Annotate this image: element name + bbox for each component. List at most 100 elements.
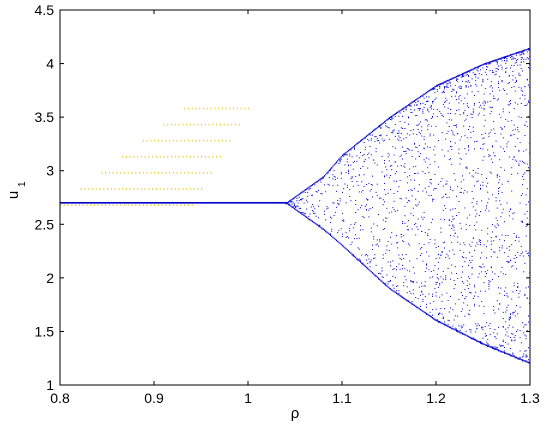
orbit-point [331,166,333,169]
orbit-point [422,310,424,313]
orbit-point [363,141,365,143]
orbit-point [375,128,377,130]
orbit-point [422,260,424,262]
orbit-point [456,215,457,217]
orbit-point [406,229,408,231]
orbit-point [466,191,468,193]
orbit-point [381,270,383,272]
highlight-dot [114,187,116,190]
orbit-point [523,61,525,63]
orbit-point [382,276,384,278]
orbit-point [360,151,361,153]
orbit-point [516,356,517,359]
orbit-point [350,147,352,150]
orbit-point [505,352,507,354]
orbit-point [486,62,487,64]
highlight-dot [225,107,227,110]
orbit-point [314,213,316,215]
orbit-point [466,114,468,116]
orbit-point [464,261,466,263]
orbit-point [391,169,393,171]
orbit-point [423,147,425,149]
orbit-point [528,315,529,317]
orbit-point [519,64,521,66]
orbit-point [421,216,423,218]
orbit-point [418,243,420,245]
orbit-point [483,64,485,66]
highlight-dot [154,139,156,142]
y-tick-label: 4 [46,56,54,72]
orbit-point [428,255,430,257]
orbit-point [408,148,409,150]
orbit-point [332,165,334,168]
highlight-dot [221,139,223,142]
orbit-point [480,64,481,67]
orbit-point [510,337,511,339]
orbit-point [475,172,477,174]
orbit-point [487,101,489,103]
orbit-point [495,197,497,199]
orbit-point [381,280,383,283]
highlight-dot [204,123,206,126]
orbit-point [415,204,417,206]
orbit-point [420,294,421,296]
orbit-point [405,153,407,155]
orbit-point [500,64,502,66]
orbit-point [476,181,478,183]
orbit-point [352,255,354,257]
orbit-point [302,211,304,213]
orbit-point [366,259,367,261]
orbit-point [400,233,402,235]
orbit-point [513,156,515,158]
orbit-point [493,305,495,307]
orbit-point [498,287,499,289]
orbit-point [357,258,359,261]
orbit-point [528,359,529,361]
orbit-point [519,255,521,257]
orbit-point [423,136,425,138]
orbit-point [483,137,485,139]
orbit-point [438,286,439,288]
orbit-point [358,258,360,260]
orbit-point [397,293,399,295]
orbit-point [448,81,450,83]
orbit-point [463,179,465,181]
orbit-point [426,251,427,253]
orbit-point [382,204,384,206]
orbit-point [415,115,417,117]
highlight-dot [144,155,146,158]
highlight-dot [214,139,216,142]
orbit-point [466,70,468,72]
orbit-point [492,161,493,163]
orbit-point [452,77,454,79]
orbit-point [319,224,321,226]
orbit-point [466,167,468,169]
orbit-point [490,266,492,268]
orbit-point [460,136,462,138]
orbit-point [411,301,413,303]
orbit-point [391,132,393,134]
orbit-point [360,167,361,169]
orbit-point [428,158,430,160]
orbit-point [481,342,483,344]
orbit-point [498,187,499,189]
orbit-point [496,333,498,335]
orbit-point [426,96,427,98]
highlight-dot [199,139,201,142]
highlight-dot [165,204,167,206]
orbit-point [514,102,516,104]
orbit-point [501,191,503,193]
orbit-point [445,323,447,325]
orbit-point [450,307,451,309]
orbit-point [417,128,419,130]
orbit-point [440,276,442,278]
orbit-point [526,188,528,190]
orbit-point [460,86,462,88]
orbit-point [462,76,463,78]
orbit-point [432,295,433,297]
orbit-point [348,171,349,173]
orbit-point [387,119,389,121]
orbit-point [481,64,483,66]
orbit-point [482,81,484,83]
orbit-point [398,139,400,141]
